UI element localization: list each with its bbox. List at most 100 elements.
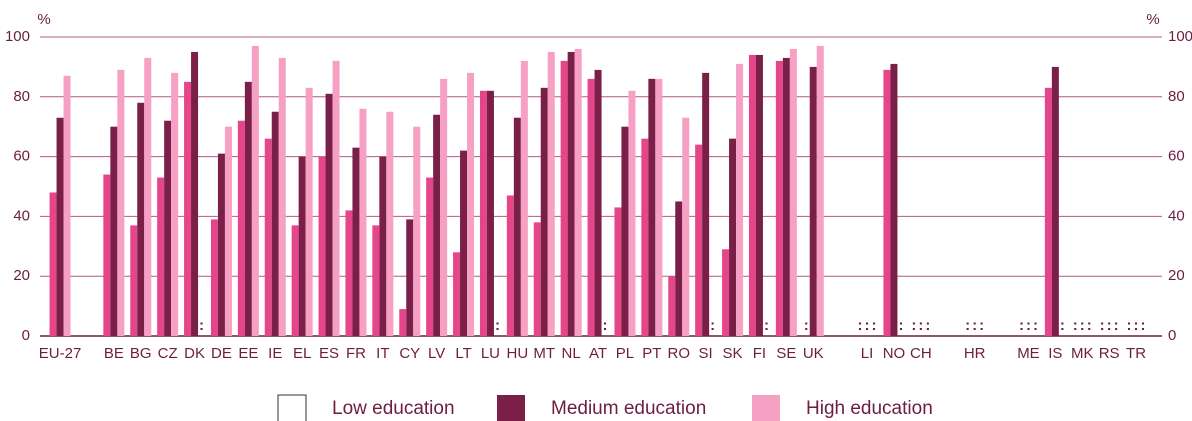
legend-label: Medium education xyxy=(551,398,706,419)
missing-marker: : xyxy=(1107,317,1112,334)
bar xyxy=(278,57,286,337)
x-tick-label: PT xyxy=(642,345,661,362)
missing-marker: : xyxy=(1114,317,1119,334)
bar xyxy=(668,276,676,336)
bar xyxy=(440,78,448,337)
legend-swatch xyxy=(752,395,780,421)
y-tick-label: 100 xyxy=(5,28,30,45)
bar xyxy=(789,48,797,337)
bar xyxy=(628,90,636,336)
bar xyxy=(386,111,394,336)
x-tick-label: NO xyxy=(883,345,906,362)
x-tick-label: LU xyxy=(481,345,500,362)
y2-tick-label: 80 xyxy=(1168,88,1185,105)
bar xyxy=(453,252,461,336)
bar xyxy=(729,138,737,336)
bar xyxy=(318,156,326,336)
x-tick-label: DK xyxy=(184,345,205,362)
bar xyxy=(513,117,521,336)
bar xyxy=(736,63,744,336)
bar xyxy=(110,126,118,336)
missing-marker: : xyxy=(1127,317,1132,334)
x-tick-label: CH xyxy=(910,345,932,362)
x-tick-label: TR xyxy=(1126,345,1146,362)
bar xyxy=(520,60,528,337)
x-tick-label: CZ xyxy=(158,345,178,362)
bar xyxy=(486,90,494,336)
bar xyxy=(702,72,710,336)
bar xyxy=(144,57,152,337)
y-tick-label: 60 xyxy=(13,148,30,165)
bar xyxy=(1044,87,1052,336)
x-tick-label: RO xyxy=(668,345,691,362)
bar xyxy=(621,126,629,336)
missing-marker: : xyxy=(872,317,877,334)
missing-marker: : xyxy=(1033,317,1038,334)
bar xyxy=(655,78,663,337)
x-tick-label: AT xyxy=(589,345,607,362)
missing-marker: : xyxy=(898,317,903,334)
missing-marker: : xyxy=(925,317,930,334)
y2-tick-label: 40 xyxy=(1168,207,1185,224)
missing-marker: : xyxy=(764,317,769,334)
x-tick-label: EL xyxy=(293,345,311,362)
bar xyxy=(755,54,763,336)
legend-swatch xyxy=(497,395,525,421)
x-tick-label: EE xyxy=(238,345,258,362)
bar xyxy=(479,90,487,336)
bar xyxy=(567,51,575,336)
bar xyxy=(467,72,475,336)
bar xyxy=(1051,66,1059,337)
x-tick-label: FI xyxy=(753,345,766,362)
missing-marker: : xyxy=(1073,317,1078,334)
y-tick-label: 0 xyxy=(22,327,30,344)
bar xyxy=(372,225,380,336)
bar xyxy=(117,69,125,336)
x-tick-label: EU-27 xyxy=(39,345,82,362)
missing-marker: : xyxy=(804,317,809,334)
legend-label: Low education xyxy=(332,398,455,419)
bar xyxy=(63,75,71,337)
missing-marker: : xyxy=(1141,317,1146,334)
missing-marker: : xyxy=(918,317,923,334)
x-tick-label: LI xyxy=(861,345,874,362)
bar xyxy=(816,45,824,336)
bar xyxy=(157,177,165,336)
x-tick-label: MT xyxy=(533,345,555,362)
bar xyxy=(782,57,790,337)
legend-swatch xyxy=(277,394,307,421)
bar xyxy=(171,72,179,336)
x-tick-label: IT xyxy=(376,345,389,362)
bar xyxy=(184,81,192,336)
bar xyxy=(426,177,434,336)
bar xyxy=(883,69,891,336)
bar xyxy=(352,147,360,336)
missing-marker: : xyxy=(1060,317,1065,334)
bar xyxy=(191,51,199,336)
bar xyxy=(587,78,595,337)
bar xyxy=(271,111,279,336)
bar xyxy=(648,78,656,337)
y-tick-label: 80 xyxy=(13,88,30,105)
bar xyxy=(433,114,441,337)
bar xyxy=(130,225,138,336)
bar xyxy=(506,195,514,336)
x-tick-label: PL xyxy=(616,345,634,362)
missing-marker: : xyxy=(1080,317,1085,334)
missing-marker: : xyxy=(1026,317,1031,334)
x-tick-label: ES xyxy=(319,345,339,362)
bar xyxy=(540,87,548,336)
bar xyxy=(325,93,333,336)
bar xyxy=(533,222,541,336)
x-tick-label: NL xyxy=(562,345,581,362)
y2-tick-label: 20 xyxy=(1168,267,1185,284)
bar xyxy=(237,120,245,336)
missing-marker: : xyxy=(495,317,500,334)
x-tick-label: HU xyxy=(507,345,529,362)
missing-marker: : xyxy=(979,317,984,334)
bar xyxy=(291,225,299,336)
bar xyxy=(641,138,649,336)
bar xyxy=(748,54,756,336)
bar xyxy=(406,219,414,336)
bar xyxy=(345,210,353,336)
